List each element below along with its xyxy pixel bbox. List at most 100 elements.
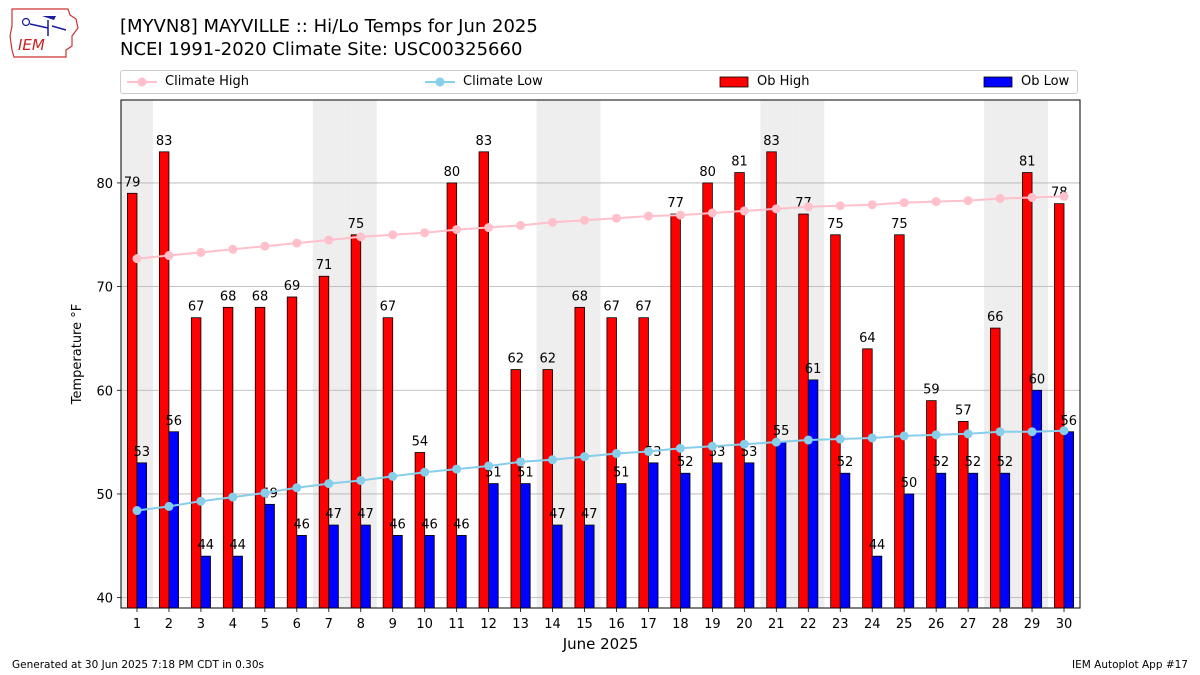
climate-high-point	[388, 230, 398, 240]
x-tick-label: 1	[133, 617, 141, 632]
ob-low-bar	[584, 524, 595, 609]
ob-low-value-label: 46	[453, 517, 470, 532]
x-tick-label: 4	[229, 617, 237, 632]
ob-low-bar	[616, 483, 627, 609]
ob-low-value-label: 46	[293, 517, 310, 532]
y-tick-label: 40	[96, 592, 113, 607]
x-tick-label: 24	[864, 617, 881, 632]
x-tick-label: 14	[544, 617, 561, 632]
ob-high-bar	[510, 369, 521, 609]
ob-low-bar	[903, 493, 915, 609]
climate-low-point	[771, 437, 781, 447]
x-tick-label: 5	[261, 617, 269, 632]
ob-low-value-label: 47	[325, 507, 342, 522]
climate-low-point	[1027, 427, 1037, 437]
ob-high-value-label: 80	[699, 165, 716, 180]
x-tick-label: 26	[928, 617, 945, 632]
ob-low-bar	[839, 472, 851, 609]
climate-high-point	[356, 232, 366, 242]
x-tick-label: 30	[1056, 617, 1073, 632]
ob-low-value-label: 56	[1061, 414, 1078, 429]
ob-high-value-label: 75	[891, 217, 908, 232]
legend-climate-low-label: Climate Low	[463, 74, 543, 89]
ob-high-value-label: 83	[763, 134, 780, 149]
x-tick-label: 7	[325, 617, 333, 632]
ob-high-bar	[478, 151, 490, 609]
climate-high-point	[931, 197, 941, 207]
ob-low-value-label: 52	[933, 455, 950, 470]
climate-low-point	[707, 441, 717, 451]
climate-high-point	[611, 213, 621, 223]
ob-low-value-label: 61	[805, 362, 822, 377]
ob-high-value-label: 68	[252, 289, 269, 304]
chart-title: [MYVN8] MAYVILLE :: Hi/Lo Temps for Jun …	[120, 16, 538, 37]
ob-high-bar	[606, 317, 617, 609]
ob-high-bar	[350, 234, 362, 609]
climate-high-point	[835, 201, 845, 211]
ob-high-bar	[702, 182, 713, 609]
ob-high-bar	[254, 306, 266, 609]
climate-low-point	[835, 434, 845, 444]
climate-low-point	[388, 471, 398, 481]
x-tick-label: 29	[1024, 617, 1041, 632]
chart-subtitle: NCEI 1991-2020 Climate Site: USC00325660	[120, 39, 523, 60]
climate-low-point	[420, 467, 430, 477]
ob-high-value-label: 81	[1019, 155, 1036, 170]
ob-low-bar	[680, 472, 691, 609]
ob-high-value-label: 83	[476, 134, 493, 149]
climate-high-point	[803, 202, 813, 212]
ob-low-bar	[1031, 389, 1043, 609]
ob-low-value-label: 52	[837, 455, 854, 470]
ob-low-bar	[871, 555, 883, 609]
x-tick-label: 6	[293, 617, 301, 632]
ob-high-bar	[830, 234, 841, 609]
climate-low-point	[356, 475, 366, 485]
ob-high-value-label: 80	[444, 165, 461, 180]
ob-low-value-label: 52	[965, 455, 982, 470]
ob-high-value-label: 62	[539, 352, 556, 367]
ob-high-value-label: 67	[635, 300, 652, 315]
ob-low-bar	[488, 483, 499, 609]
climate-low-point	[484, 461, 494, 471]
climate-low-point	[164, 501, 174, 511]
ob-low-value-label: 53	[134, 445, 151, 460]
ob-high-bar	[766, 151, 777, 609]
ob-low-bar	[807, 379, 819, 609]
x-tick-label: 22	[800, 617, 817, 632]
ob-low-value-label: 50	[901, 476, 918, 491]
climate-high-point	[899, 198, 909, 208]
climate-high-point	[228, 244, 238, 254]
climate-low-point	[580, 452, 590, 462]
climate-high-point	[132, 254, 142, 264]
x-tick-label: 19	[704, 617, 721, 632]
ob-low-bar	[552, 524, 563, 609]
climate-high-point	[995, 193, 1005, 203]
ob-high-value-label: 79	[124, 175, 141, 190]
ob-high-value-label: 54	[412, 434, 429, 449]
climate-high-point	[516, 220, 526, 230]
ob-low-value-label: 47	[581, 507, 598, 522]
climate-high-point	[292, 238, 302, 248]
ob-high-value-label: 67	[188, 300, 205, 315]
ob-high-value-label: 77	[667, 196, 684, 211]
ob-high-bar	[734, 172, 745, 609]
ob-low-bar	[648, 462, 659, 609]
ob-high-bar	[670, 213, 681, 609]
x-axis-label: June 2025	[562, 635, 639, 653]
climate-low-point	[995, 427, 1005, 437]
climate-high-line-icon	[127, 77, 157, 86]
y-tick-label: 60	[96, 384, 113, 399]
ob-low-bar	[360, 524, 371, 609]
ob-high-bar	[1054, 203, 1065, 609]
ob-high-value-label: 71	[316, 258, 333, 273]
ob-low-value-label: 56	[165, 414, 182, 429]
climate-high-point	[260, 241, 270, 251]
legend: Climate High Climate Low Ob High Ob Low	[120, 70, 1078, 94]
climate-high-point	[643, 211, 653, 221]
ob-high-value-label: 64	[859, 331, 876, 346]
climate-low-point	[739, 439, 749, 449]
climate-high-point	[324, 235, 334, 245]
climate-high-point	[548, 217, 558, 227]
ob-low-value-label: 44	[229, 538, 246, 553]
